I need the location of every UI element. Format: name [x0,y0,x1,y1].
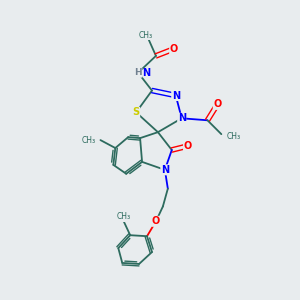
Text: N: N [161,165,169,175]
Text: N: N [172,91,180,100]
Text: H: H [134,68,142,77]
Text: CH₃: CH₃ [139,31,153,40]
Text: N: N [142,68,150,78]
Text: CH₃: CH₃ [81,136,95,145]
Text: S: S [133,107,140,117]
Text: N: N [178,113,186,123]
Text: O: O [184,141,192,151]
Text: CH₃: CH₃ [116,212,130,221]
Text: CH₃: CH₃ [226,132,240,141]
Text: O: O [152,216,160,226]
Text: O: O [213,99,221,110]
Text: O: O [170,44,178,54]
